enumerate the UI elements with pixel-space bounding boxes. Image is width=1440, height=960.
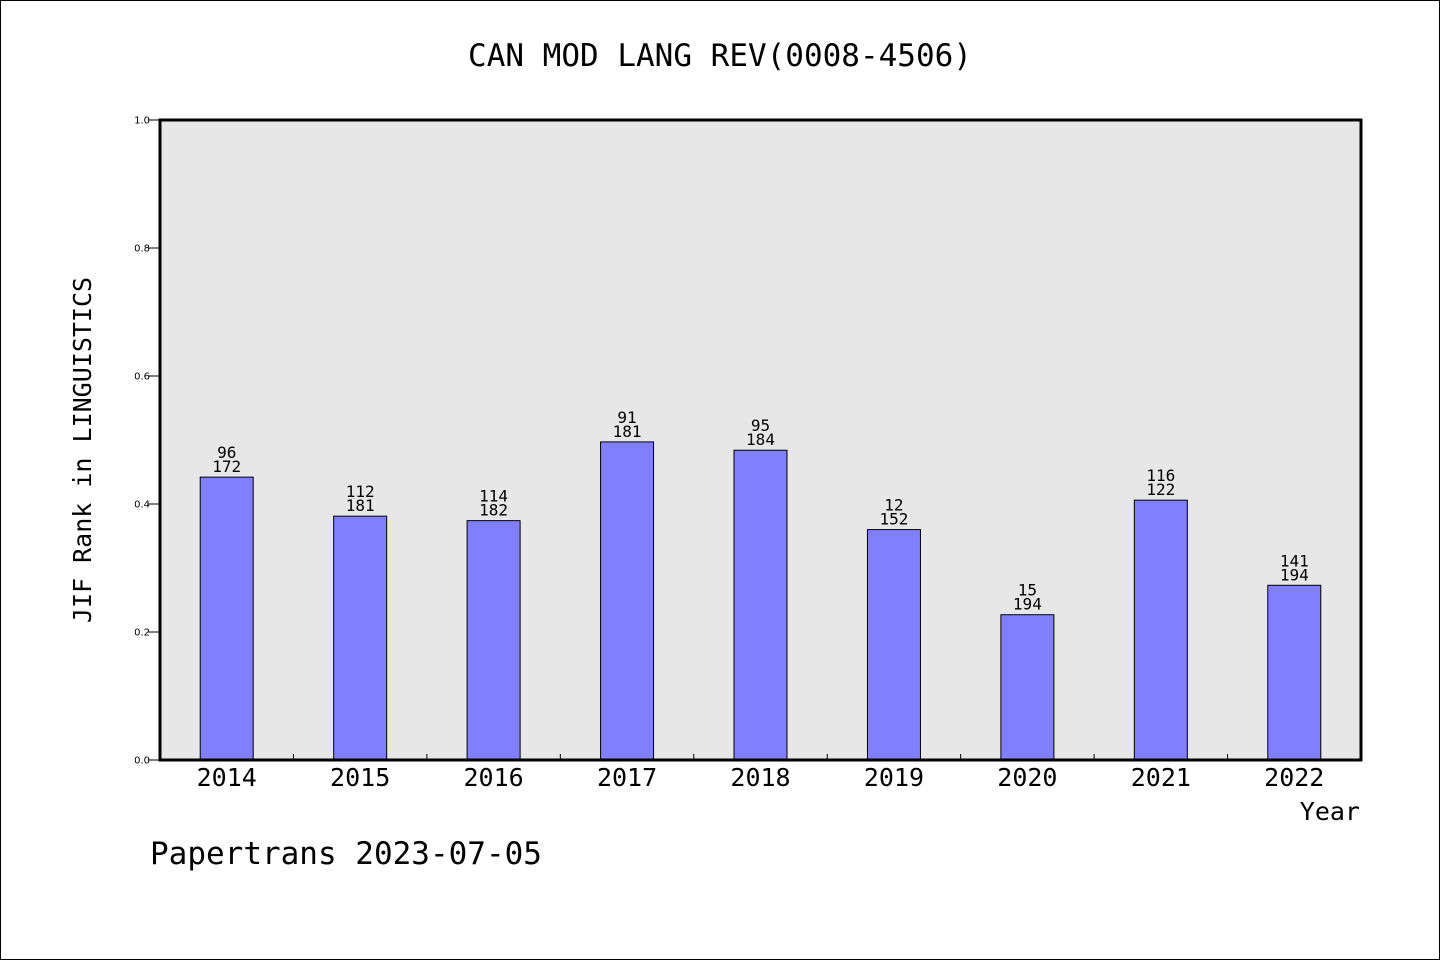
data-label-rank: 116: [1146, 466, 1175, 485]
y-tick-label: 0.4: [134, 500, 150, 511]
y-tick-label: 1.0: [134, 116, 150, 127]
y-tick-label: 0.6: [134, 372, 150, 383]
bar-2018: [733, 449, 788, 761]
data-label-rank: 112: [346, 482, 375, 501]
bar-2017: [600, 441, 655, 761]
data-label-total: 194: [1280, 565, 1309, 584]
x-tick-label: 2015: [330, 763, 390, 792]
x-tick-label: 2018: [730, 763, 790, 792]
x-tick-label: 2017: [597, 763, 657, 792]
data-label-rank: 91: [617, 408, 636, 427]
data-label-rank: 114: [479, 487, 508, 506]
x-axis: 2014 2015 2016 2017 2018 2019 2020 2021 2022: [197, 754, 1324, 792]
bar-2021: [1133, 499, 1188, 761]
chart-title: CAN MOD LANG REV(0008-4506): [468, 38, 972, 74]
x-tick-label: 2020: [997, 763, 1057, 792]
y-axis-label: JIF Rank in LINGUISTICS: [68, 277, 97, 623]
bar-2014: [199, 476, 254, 761]
data-label-rank: 141: [1280, 551, 1309, 570]
bar-2015: [333, 515, 388, 761]
y-tick-label: 0.8: [134, 244, 150, 255]
x-tick-label: 2019: [864, 763, 924, 792]
x-tick-label: 2022: [1264, 763, 1324, 792]
x-axis-label: Year: [1300, 797, 1360, 826]
data-label-total: 184: [746, 430, 775, 449]
data-label-rank: 15: [1018, 581, 1037, 600]
data-label-total: 152: [879, 510, 908, 529]
bar-2016: [466, 520, 521, 761]
x-tick-label: 2021: [1131, 763, 1191, 792]
y-axis: 0.0 0.2 0.4 0.6 0.8 1.0: [134, 116, 160, 767]
y-tick-label: 0.2: [134, 628, 150, 639]
data-label-total: 182: [479, 501, 508, 520]
data-label-rank: 95: [751, 416, 770, 435]
plot-border: [158, 118, 1363, 762]
y-tick-label: 0.0: [134, 756, 150, 767]
data-label-total: 172: [212, 457, 241, 476]
data-label-rank: 96: [217, 443, 236, 462]
data-label-total: 181: [613, 422, 642, 441]
bar-2020: [1000, 614, 1055, 761]
footer-text: Papertrans 2023-07-05: [150, 836, 542, 872]
data-label-rank: 12: [884, 496, 903, 515]
data-label-total: 181: [346, 496, 375, 515]
x-tick-label: 2016: [464, 763, 524, 792]
bar-2022: [1267, 584, 1322, 761]
data-label-total: 194: [1013, 595, 1042, 614]
bars-group: [199, 441, 1322, 761]
bar-2019: [866, 529, 921, 761]
x-tick-label: 2014: [197, 763, 257, 792]
data-label-total: 122: [1146, 480, 1175, 499]
